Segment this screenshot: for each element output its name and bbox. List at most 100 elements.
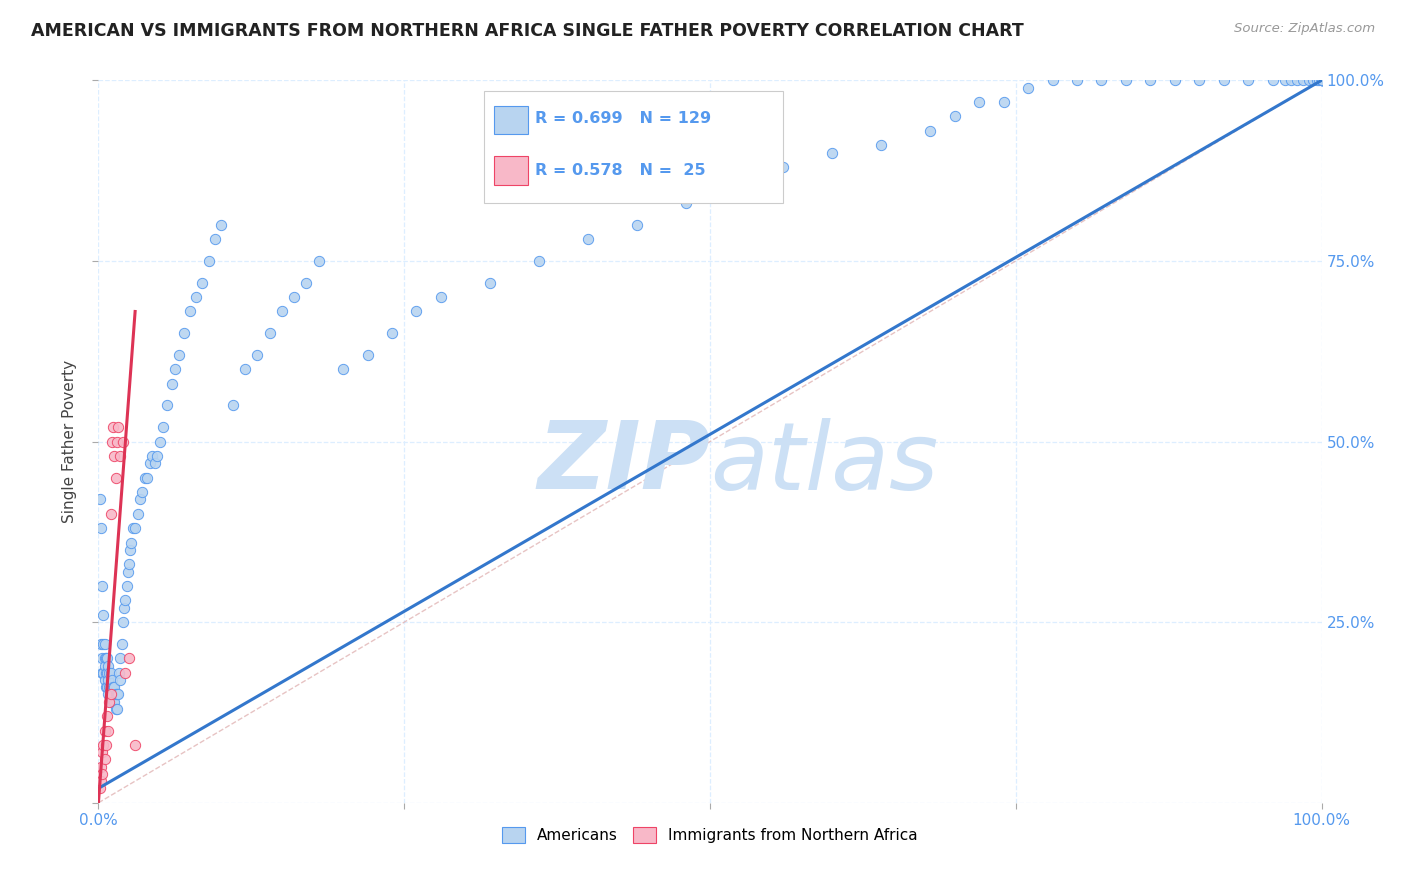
Point xyxy=(103,695,125,709)
Point xyxy=(283,290,305,304)
Point xyxy=(576,232,599,246)
Point xyxy=(993,95,1015,109)
Point xyxy=(90,774,112,789)
Text: atlas: atlas xyxy=(710,417,938,508)
Point xyxy=(259,326,281,340)
Point xyxy=(104,687,127,701)
Point xyxy=(186,290,208,304)
Point xyxy=(141,449,163,463)
Point xyxy=(1017,80,1039,95)
Point xyxy=(136,470,159,484)
Point xyxy=(91,665,114,680)
Point xyxy=(89,492,111,507)
FancyBboxPatch shape xyxy=(484,91,783,203)
Point xyxy=(675,196,697,211)
Point xyxy=(108,665,131,680)
Point xyxy=(93,752,115,766)
Point xyxy=(91,637,114,651)
Point xyxy=(98,680,121,694)
Point xyxy=(93,651,115,665)
Point xyxy=(114,593,136,607)
Point xyxy=(143,456,166,470)
Point xyxy=(118,558,141,572)
Legend: Americans, Immigrants from Northern Africa: Americans, Immigrants from Northern Afri… xyxy=(496,822,924,849)
Point xyxy=(430,290,453,304)
Point xyxy=(222,398,245,412)
Point xyxy=(1306,73,1329,87)
Point xyxy=(91,665,114,680)
Point xyxy=(1237,73,1260,87)
Point xyxy=(100,687,122,701)
Point xyxy=(1310,73,1333,87)
Point xyxy=(105,687,128,701)
Point xyxy=(1308,73,1330,87)
Point xyxy=(93,673,115,687)
Point xyxy=(110,449,132,463)
Point xyxy=(1310,73,1333,87)
Text: Source: ZipAtlas.com: Source: ZipAtlas.com xyxy=(1234,22,1375,36)
Point xyxy=(1292,73,1315,87)
Point xyxy=(90,521,112,535)
Text: AMERICAN VS IMMIGRANTS FROM NORTHERN AFRICA SINGLE FATHER POVERTY CORRELATION CH: AMERICAN VS IMMIGRANTS FROM NORTHERN AFR… xyxy=(31,22,1024,40)
Text: R = 0.578   N =  25: R = 0.578 N = 25 xyxy=(536,163,706,178)
Point xyxy=(90,637,112,651)
Point xyxy=(105,702,128,716)
Point xyxy=(381,326,404,340)
Point xyxy=(91,651,114,665)
Point xyxy=(101,680,124,694)
Point xyxy=(1310,73,1333,87)
Point xyxy=(91,738,114,752)
Point xyxy=(91,607,114,622)
Point xyxy=(356,348,378,362)
Point xyxy=(111,434,134,449)
Point xyxy=(111,615,134,630)
Point xyxy=(103,449,125,463)
Point xyxy=(1286,73,1309,87)
Point xyxy=(94,738,117,752)
Point xyxy=(101,420,124,434)
Point xyxy=(93,723,115,738)
Point xyxy=(165,362,187,376)
Point xyxy=(120,535,142,549)
Point xyxy=(1261,73,1284,87)
Point xyxy=(124,521,146,535)
Text: R = 0.699   N = 129: R = 0.699 N = 129 xyxy=(536,112,711,126)
Point xyxy=(1279,73,1302,87)
Point xyxy=(204,232,226,246)
Point xyxy=(103,680,125,694)
Point xyxy=(96,665,118,680)
Point xyxy=(160,376,183,391)
Point xyxy=(1310,73,1333,87)
Point xyxy=(943,110,966,124)
Point xyxy=(1212,73,1234,87)
Point xyxy=(1139,73,1161,87)
Point xyxy=(112,600,135,615)
Point xyxy=(1115,73,1137,87)
Point xyxy=(97,673,120,687)
Point xyxy=(332,362,354,376)
Point xyxy=(920,124,942,138)
Point xyxy=(111,637,134,651)
Point xyxy=(96,709,118,723)
Point xyxy=(1274,73,1296,87)
Point xyxy=(1310,73,1333,87)
Point xyxy=(124,738,146,752)
Point xyxy=(1090,73,1112,87)
Point xyxy=(270,304,294,318)
Point xyxy=(94,651,117,665)
Point xyxy=(246,348,269,362)
Point xyxy=(91,767,114,781)
Point xyxy=(772,160,794,174)
Point xyxy=(94,680,117,694)
Point xyxy=(105,434,128,449)
Point xyxy=(97,687,120,701)
Point xyxy=(94,665,117,680)
Point xyxy=(626,218,648,232)
Point xyxy=(96,680,118,694)
Point xyxy=(197,253,219,268)
Point xyxy=(97,723,120,738)
Point xyxy=(131,485,153,500)
Point xyxy=(156,398,179,412)
Point xyxy=(121,521,143,535)
Point xyxy=(1302,73,1324,87)
